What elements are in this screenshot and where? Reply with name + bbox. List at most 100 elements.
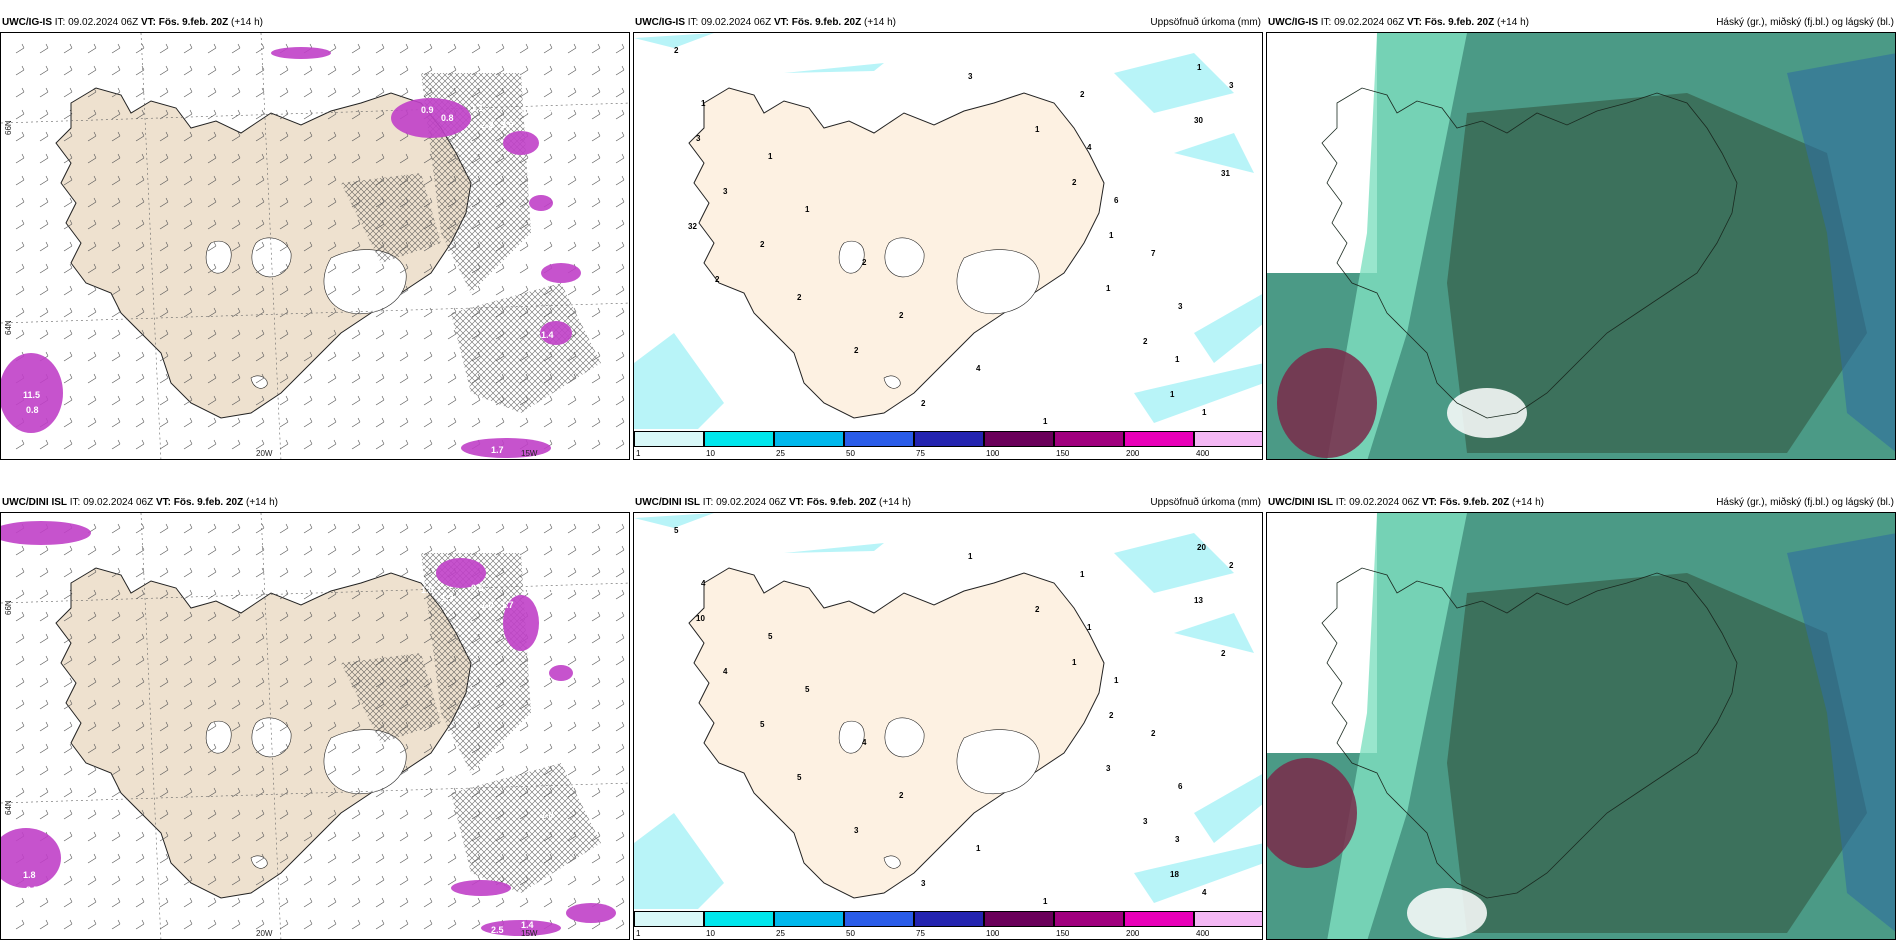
wind-barb <box>447 809 457 820</box>
wind-barb <box>183 633 193 644</box>
shower-value: 3.9 <box>501 120 514 130</box>
wind-barb <box>63 307 73 318</box>
wind-barb <box>495 809 505 820</box>
wind-barb <box>447 919 457 930</box>
wind-barb <box>423 765 433 776</box>
wind-barb <box>567 373 577 384</box>
wind-barb <box>159 307 169 318</box>
wind-barb <box>183 787 193 798</box>
wind-barb <box>63 329 73 340</box>
wind-barb <box>231 219 241 230</box>
wind-barb <box>255 787 265 798</box>
precip-area <box>1134 363 1262 423</box>
wind-barb <box>279 65 289 76</box>
wind-barb <box>591 329 601 340</box>
wind-barb <box>591 875 601 886</box>
wind-barb <box>543 153 553 164</box>
wind-barb <box>159 395 169 406</box>
wind-barb <box>567 765 577 776</box>
wind-barb <box>255 545 265 556</box>
wind-barb <box>543 87 553 98</box>
wind-barb <box>543 897 553 908</box>
wind-barb <box>183 373 193 384</box>
wind-barb <box>615 787 625 798</box>
precip-area <box>1114 533 1234 593</box>
colorbar-tick: 75 <box>916 449 925 458</box>
wind-barb <box>543 131 553 142</box>
wind-barb <box>15 439 25 450</box>
precip-value: 3 <box>696 134 701 143</box>
wind-barb <box>63 87 73 98</box>
wind-barb <box>159 567 169 578</box>
precip-value: 2 <box>1143 337 1148 346</box>
cloud-layer <box>1447 573 1867 933</box>
wind-barb <box>495 219 505 230</box>
wind-barb <box>471 351 481 362</box>
wind-barb <box>87 87 97 98</box>
wind-barb <box>567 153 577 164</box>
wind-barb <box>159 285 169 296</box>
wind-barb <box>279 875 289 886</box>
wind-barb <box>615 43 625 54</box>
wind-barb <box>543 743 553 754</box>
wind-barb <box>495 831 505 842</box>
wind-barb <box>399 65 409 76</box>
wind-barb <box>615 523 625 534</box>
colorbar-swatch <box>984 431 1054 447</box>
precip-value: 4 <box>723 667 728 676</box>
wind-barb <box>351 43 361 54</box>
wind-barb <box>375 263 385 274</box>
wind-barb <box>63 395 73 406</box>
vt-time: Fös. 9.feb. 20Z <box>806 497 877 508</box>
precip-value: 2 <box>797 293 802 302</box>
wind-barb <box>471 241 481 252</box>
wind-barb <box>543 853 553 864</box>
wind-barb <box>423 417 433 428</box>
lon-label: 15W <box>521 449 538 458</box>
panel-cloud-igis: UWC/IG-IS IT: 09.02.2024 06Z VT: Fös. 9.… <box>1266 14 1896 460</box>
wind-barb <box>327 875 337 886</box>
wind-barb <box>543 43 553 54</box>
wind-barb <box>207 395 217 406</box>
wind-barb <box>591 43 601 54</box>
wind-barb <box>279 285 289 296</box>
wind-barb <box>15 329 25 340</box>
wind-barb <box>159 373 169 384</box>
wind-barb <box>423 831 433 842</box>
wind-barb <box>231 699 241 710</box>
wind-barb <box>351 699 361 710</box>
wind-barb <box>255 875 265 886</box>
wind-barb <box>567 131 577 142</box>
wind-barb <box>399 655 409 666</box>
wind-barb <box>63 417 73 428</box>
wind-barb <box>303 285 313 296</box>
wind-barb <box>111 765 121 776</box>
shower-value: 1.0 <box>481 600 494 610</box>
precip-value: 2 <box>1221 649 1226 658</box>
wind-barb <box>183 263 193 274</box>
wind-barb <box>471 655 481 666</box>
shower-value: 0.9 <box>421 105 434 115</box>
wind-barb <box>495 417 505 428</box>
precip-value: 1 <box>768 152 773 161</box>
wind-barb <box>207 853 217 864</box>
wind-barb <box>87 43 97 54</box>
wind-barb <box>375 329 385 340</box>
wind-barb <box>375 677 385 688</box>
wind-barb <box>567 87 577 98</box>
wind-barb <box>111 219 121 230</box>
wind-barb <box>447 633 457 644</box>
wind-barb <box>591 241 601 252</box>
wind-barb <box>303 787 313 798</box>
precip-map: 5 4 5 5 4 2 1 1 1 1 1 2 6 3 4 2 10 4 5 5 3 3 1 2 1 2 3 3 18 20 13 2 1 10 2… <box>633 512 1263 940</box>
wind-barb <box>231 87 241 98</box>
wind-barb <box>111 919 121 930</box>
wind-barb <box>591 523 601 534</box>
precip-value: 2 <box>1080 90 1085 99</box>
wind-barb <box>615 87 625 98</box>
wind-barb <box>591 285 601 296</box>
wind-barb <box>591 633 601 644</box>
wind-barb <box>399 285 409 296</box>
wind-barb <box>447 743 457 754</box>
wind-barb <box>87 351 97 362</box>
